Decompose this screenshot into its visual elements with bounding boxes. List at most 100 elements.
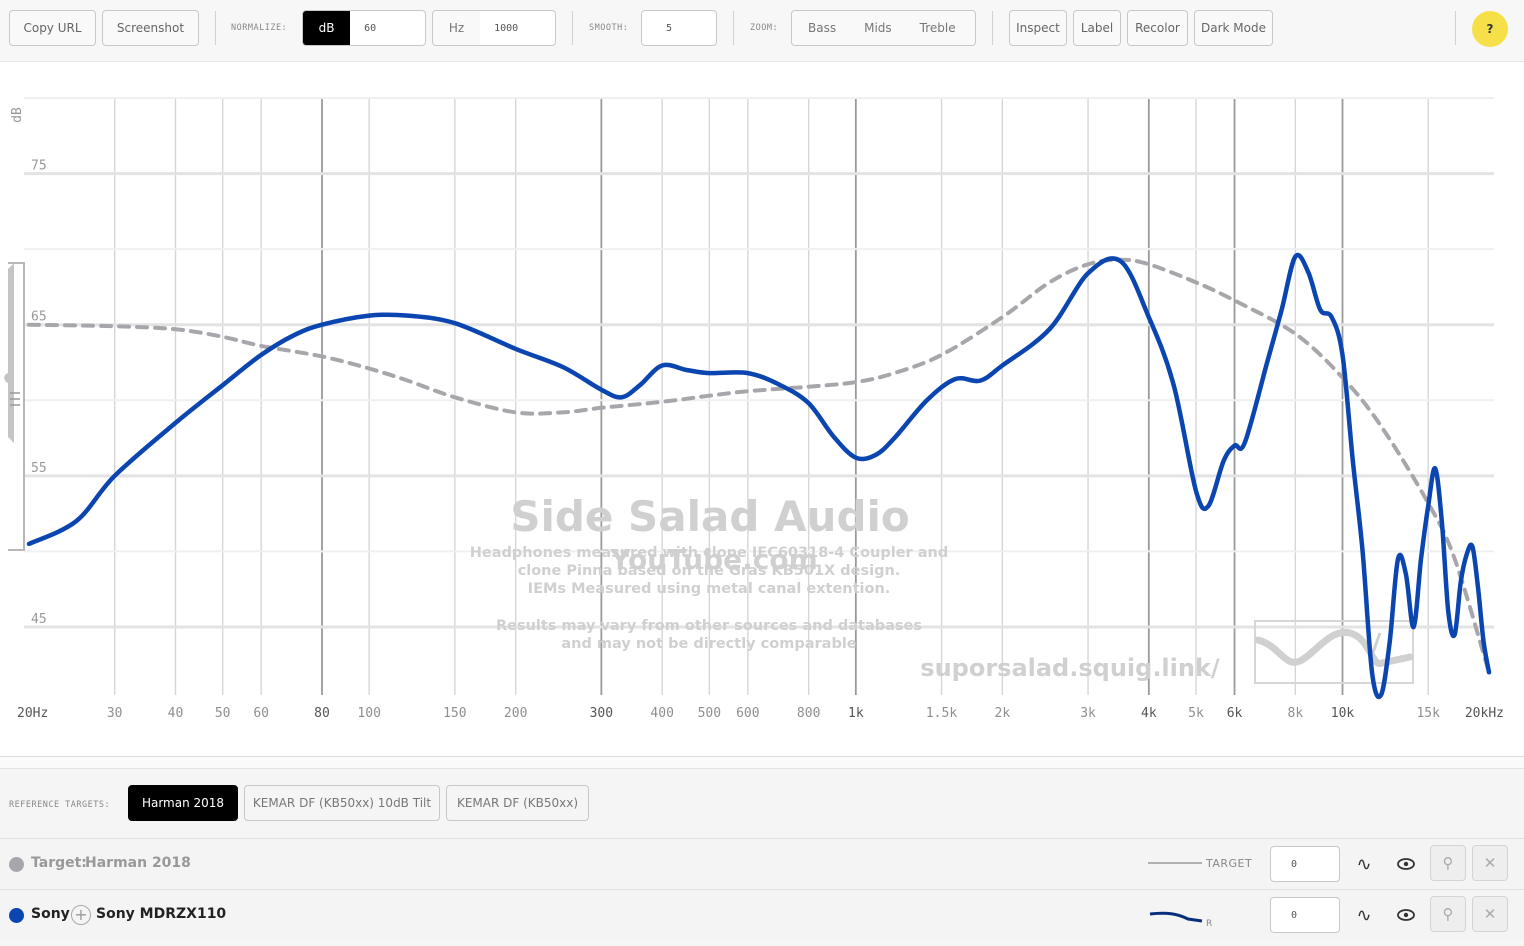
y-axis-label: dB (10, 107, 25, 123)
x-tick-label: 6k (1227, 706, 1243, 721)
tilde-icon[interactable]: ∿ (1356, 853, 1372, 875)
smooth-label: SMOOTH: (589, 23, 629, 33)
phone-model: Sony MDRZX110 (96, 906, 227, 922)
x-tick-label: 4k (1141, 706, 1157, 721)
x-tick-label: 15k (1416, 706, 1440, 721)
add-variant-icon[interactable]: + (71, 905, 91, 925)
y-tick-label: 75 (31, 159, 47, 174)
target-color-dot[interactable] (9, 857, 24, 872)
label-button[interactable]: Label (1073, 10, 1121, 46)
x-tick-label: 2k (995, 706, 1011, 721)
frequency-response-graph: Side Salad Audio YouTube.com Headphones … (4, 97, 1504, 721)
panel-divider (0, 757, 1524, 769)
normalize-db-input[interactable]: 60 (364, 22, 377, 34)
normalize-label: NORMALIZE: (231, 23, 288, 33)
pin-icon[interactable]: ⚲ (1430, 845, 1466, 881)
watermark-note-line: Headphones measured with clone IEC60318-… (470, 545, 948, 561)
y-axis-ticks: 45 55 65 75 (31, 159, 47, 627)
x-tick-label: 20kHz (1465, 706, 1504, 721)
x-tick-label: 50 (215, 706, 231, 721)
inspect-button[interactable]: Inspect (1009, 10, 1067, 46)
phone-offset-input[interactable]: 0 (1270, 897, 1340, 933)
pin-icon[interactable]: ⚲ (1430, 896, 1466, 932)
x-tick-label: 10k (1331, 706, 1355, 721)
x-tick-label: 40 (168, 706, 184, 721)
zoom-label: ZOOM: (750, 23, 779, 33)
bottom-panel: REFERENCE TARGETS: Harman 2018 KEMAR DF … (0, 756, 1524, 946)
x-tick-label: 150 (443, 706, 466, 721)
x-tick-label: 800 (797, 706, 820, 721)
x-tick-label: 100 (357, 706, 380, 721)
eye-icon[interactable] (1388, 846, 1424, 882)
toolbar: Copy URL Screenshot NORMALIZE: dB 60 Hz … (0, 0, 1524, 62)
help-button[interactable]: ? (1472, 11, 1508, 47)
x-tick-label: 80 (314, 706, 330, 721)
target-kemar-df-tilt-button[interactable]: KEMAR DF (KB50xx) 10dB Tilt (244, 785, 440, 821)
watermark-note-line: and may not be directly comparable (561, 636, 856, 652)
target-name: Harman 2018 (85, 855, 191, 871)
x-tick-label: 1k (848, 706, 864, 721)
zoom-bass-button[interactable]: Bass (808, 21, 837, 35)
phone-row: Sony + Sony MDRZX110 R 0 ∿ ⚲ ✕ (0, 889, 1524, 939)
normalize-hz-group[interactable]: Hz 1000 (432, 10, 556, 46)
divider (992, 11, 993, 45)
x-tick-label: 30 (107, 706, 123, 721)
target-prefix: Target: (31, 855, 87, 871)
normalize-db-group[interactable]: dB 60 (302, 10, 426, 46)
divider (572, 11, 573, 45)
zoom-mids-button[interactable]: Mids (864, 21, 892, 35)
watermark-site: suporsalad.squig.link/ (920, 654, 1220, 682)
dark-mode-button[interactable]: Dark Mode (1194, 10, 1273, 46)
x-tick-label: 500 (698, 706, 721, 721)
x-tick-label: 60 (253, 706, 269, 721)
watermark-note-line: Results may vary from other sources and … (496, 618, 922, 634)
x-tick-label: 20Hz (17, 706, 48, 721)
x-tick-label: 300 (590, 706, 613, 721)
target-line-label: TARGET (1206, 857, 1253, 870)
watermark-subtitle: YouTube.com (609, 543, 818, 576)
tilde-icon[interactable]: ∿ (1356, 904, 1372, 926)
y-scale-handle[interactable] (4, 262, 25, 551)
close-icon[interactable]: ✕ (1472, 896, 1508, 932)
normalize-hz-toggle[interactable]: Hz (448, 21, 465, 35)
phone-brand: Sony (31, 906, 70, 922)
curves (26, 252, 1492, 700)
measurement-curve (26, 252, 1492, 700)
x-axis-ticks: 20Hz 30 40 50 60 80 100 150 200 300 400 500 600 800 1k… (17, 706, 1504, 721)
recolor-button[interactable]: Recolor (1127, 10, 1188, 46)
target-harman-2018-button[interactable]: Harman 2018 (128, 785, 238, 821)
y-tick-label: 45 (31, 612, 47, 627)
normalize-db-toggle[interactable]: dB (303, 11, 351, 45)
watermark-note-line: IEMs Measured using metal canal extentio… (528, 581, 891, 597)
x-tick-label: 8k (1288, 706, 1304, 721)
watermark-title: Side Salad Audio (510, 492, 910, 541)
smooth-value[interactable]: 5 (666, 22, 673, 34)
watermark-note-line: clone Pinna based on the Gras KB501X des… (518, 563, 901, 579)
target-curve (27, 257, 1491, 675)
x-tick-label: 400 (650, 706, 673, 721)
target-offset-input[interactable]: 0 (1270, 846, 1340, 882)
phone-color-dot[interactable] (9, 908, 24, 923)
normalize-hz-input[interactable]: 1000 (480, 11, 555, 45)
smooth-input[interactable]: 5 (641, 10, 717, 46)
eye-icon[interactable] (1388, 897, 1424, 933)
x-tick-label: 200 (504, 706, 527, 721)
zoom-treble-button[interactable]: Treble (919, 21, 956, 35)
copy-url-button[interactable]: Copy URL (9, 10, 96, 46)
screenshot-button[interactable]: Screenshot (102, 10, 199, 46)
divider (733, 11, 734, 45)
y-tick-label: 65 (31, 310, 47, 325)
grid (24, 97, 1494, 695)
close-icon[interactable]: ✕ (1472, 845, 1508, 881)
target-kemar-df-button[interactable]: KEMAR DF (KB50xx) (446, 785, 589, 821)
x-tick-label: 600 (736, 706, 759, 721)
reference-targets-label: REFERENCE TARGETS: (9, 800, 111, 810)
x-tick-label: 5k (1188, 706, 1204, 721)
y-tick-label: 55 (31, 461, 47, 476)
divider (1455, 11, 1456, 45)
channel-label: R (1206, 919, 1213, 929)
target-line-sample (1148, 862, 1202, 864)
zoom-group: Bass Mids Treble (791, 10, 976, 46)
target-row: Target: Harman 2018 TARGET 0 ∿ ⚲ ✕ (0, 838, 1524, 888)
x-tick-label: 1.5k (926, 706, 957, 721)
